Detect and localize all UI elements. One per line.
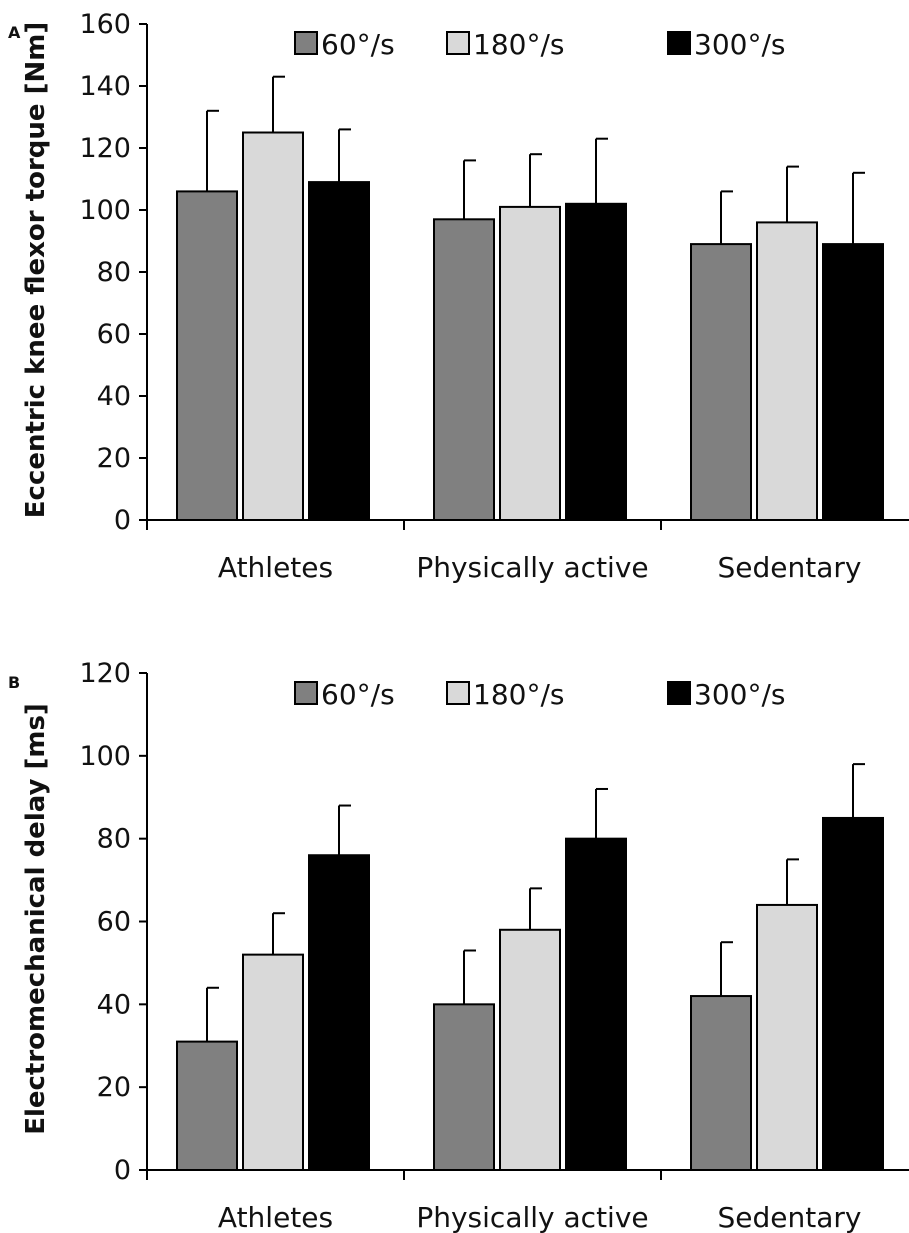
panel-a-y-tick-label: 140 (79, 71, 131, 102)
panel-a-marks: 0 20 40 60 80 100 120 140 160 Athletes Physically … (79, 9, 909, 584)
panel-b-y-tick-label: 80 (97, 824, 131, 855)
panel-b-category-label-athletes: Athletes (218, 1201, 333, 1233)
panel-b-legend-swatch-300dps (667, 681, 691, 705)
panel-a-chart: A Eccentric knee flexor torque [Nm] 0 20 4… (8, 9, 909, 584)
panel-a-letter: A (8, 23, 21, 42)
panel-a-legend-swatch-180dps (446, 31, 470, 55)
panel-b-bar-athletes-300dps (308, 854, 370, 1171)
panel-a-bar-athletes-300dps (308, 181, 370, 521)
panel-a-legend-swatch-300dps (667, 31, 691, 55)
panel-a-legend-swatch-60dps (294, 31, 318, 55)
panel-b-y-tick-label: 20 (97, 1072, 131, 1103)
panel-b-category-label-physically-active: Physically active (416, 1201, 648, 1233)
panel-a-bar-athletes-60dps (176, 190, 238, 521)
panel-a-legend: 60°/s 180°/s 300°/s (294, 28, 785, 61)
panel-a-legend-label-60dps: 60°/s (321, 28, 395, 61)
panel-b-bar-physically-active-300dps (565, 837, 627, 1172)
panel-b-bar-physically-active-60dps (433, 1003, 495, 1171)
panel-b-bar-athletes-180dps (242, 953, 304, 1172)
panel-b-y-tick-label: 120 (79, 658, 131, 689)
panel-a-bar-physically-active-180dps (499, 205, 561, 521)
panel-a-y-tick-label: 120 (79, 133, 131, 164)
panel-a-y-tick-label: 40 (97, 381, 131, 412)
panel-b-y-tick-label: 60 (97, 907, 131, 938)
panel-b-legend: 60°/s 180°/s 300°/s (294, 678, 785, 711)
panel-a-y-tick-label: 20 (97, 443, 131, 474)
panel-a-bar-physically-active-300dps (565, 202, 627, 522)
panel-a-bar-sedentary-60dps (690, 243, 752, 521)
panel-a-bar-athletes-180dps (242, 131, 304, 521)
panel-b-y-axis-title: Electromechanical delay [ms] (21, 703, 51, 1135)
panel-a-y-tick-label: 60 (97, 319, 131, 350)
panel-b-category-label-sedentary: Sedentary (718, 1201, 862, 1233)
panel-b-chart: B Electromechanical delay [ms] 0 20 40 60 80… (8, 658, 909, 1233)
panel-a-y-tick-label: 80 (97, 257, 131, 288)
panel-b-bar-sedentary-180dps (756, 903, 818, 1172)
panel-b-marks: 0 20 40 60 80 100 120 Athletes Physically active… (79, 658, 909, 1233)
panel-b-legend-swatch-180dps (446, 681, 470, 705)
panel-b-y-tick-label: 100 (79, 741, 131, 772)
panel-a-bar-sedentary-180dps (756, 221, 818, 521)
panel-b-legend-swatch-60dps (294, 681, 318, 705)
panel-a-category-label-physically-active: Physically active (416, 551, 648, 584)
panel-a-bar-sedentary-300dps (822, 243, 884, 521)
panel-a-legend-label-300dps: 300°/s (694, 28, 785, 61)
panel-a-category-label-sedentary: Sedentary (718, 551, 862, 584)
panel-a-y-tick-label: 100 (79, 195, 131, 226)
panel-b-y-tick-label: 0 (114, 1155, 131, 1186)
panel-b-y-tick-label: 40 (97, 989, 131, 1020)
panel-b-bar-sedentary-300dps (822, 816, 884, 1171)
panel-a-y-tick-label: 0 (114, 505, 131, 536)
panel-a-category-label-athletes: Athletes (218, 551, 333, 584)
panel-b-bar-sedentary-60dps (690, 995, 752, 1171)
panel-b-bar-athletes-60dps (176, 1040, 238, 1171)
panel-b-legend-label-60dps: 60°/s (321, 678, 395, 711)
panel-a-y-tick-label: 160 (79, 9, 131, 40)
panel-b-legend-label-300dps: 300°/s (694, 678, 785, 711)
panel-a-bar-physically-active-60dps (433, 218, 495, 522)
panel-b-letter: B (8, 673, 20, 692)
panel-b-legend-label-180dps: 180°/s (473, 678, 564, 711)
panel-b-bar-physically-active-180dps (499, 928, 561, 1171)
panel-a-legend-label-180dps: 180°/s (473, 28, 564, 61)
panel-a-y-axis-title: Eccentric knee flexor torque [Nm] (21, 22, 51, 518)
